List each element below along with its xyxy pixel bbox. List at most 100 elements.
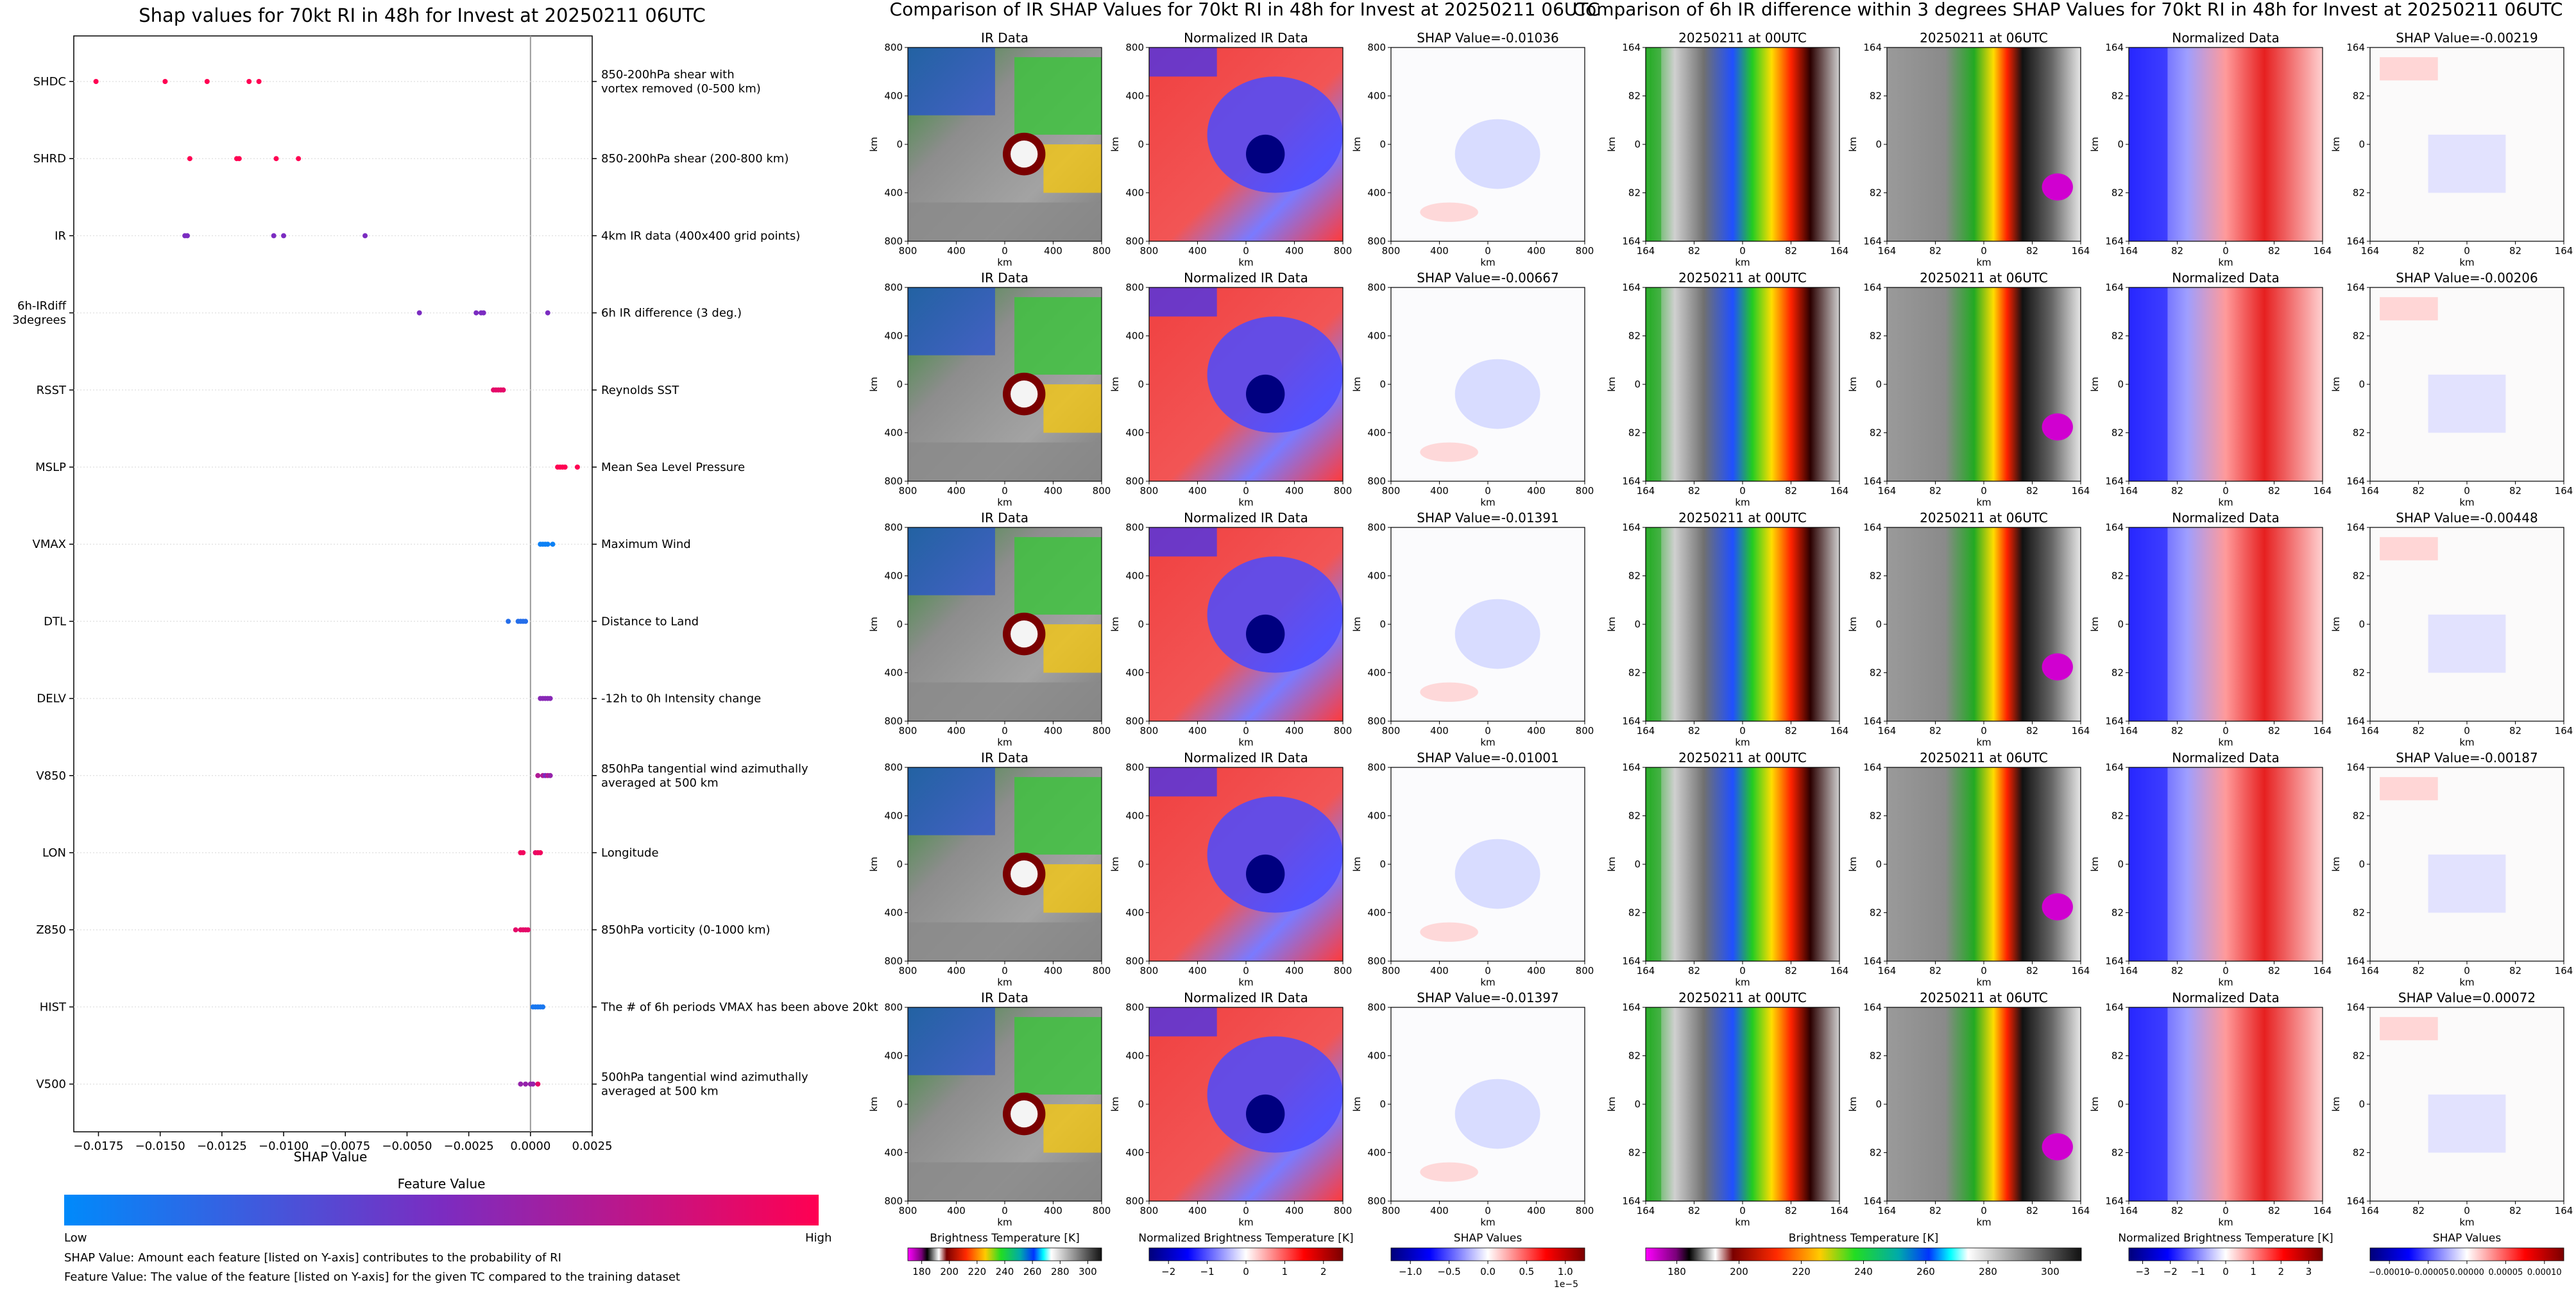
ir-green-band <box>1014 297 1102 375</box>
colorbar-tick-label: 2 <box>2278 1266 2285 1277</box>
irdiff-green-edge <box>1650 767 1662 961</box>
x-tick-label: 164 <box>2120 245 2138 257</box>
feature-name-label: V850 <box>36 769 66 783</box>
x-tick-label: 0 <box>1739 485 1746 497</box>
y-axis-unit: km <box>1847 377 1859 391</box>
x-tick-label: 800 <box>1140 965 1159 977</box>
irdiff-shap-negative <box>2428 134 2506 193</box>
irdiff-green-edge <box>1650 47 1662 241</box>
x-tick-label: 164 <box>2072 725 2090 737</box>
x-tick-label: 800 <box>1334 965 1352 977</box>
y-tick-label: 164 <box>1863 1195 1882 1207</box>
y-tick-label: 164 <box>2346 1195 2365 1207</box>
colorbar-tick-label: 0.0 <box>1480 1266 1496 1277</box>
shap-positive-region <box>1420 922 1478 942</box>
y-tick-label: 0 <box>2358 1098 2365 1110</box>
y-tick-label: 400 <box>1125 187 1144 199</box>
y-tick-label: 164 <box>1863 955 1882 967</box>
y-axis-unit: km <box>1351 617 1363 631</box>
y-tick-label: 164 <box>1863 762 1882 773</box>
subplot-title: IR Data <box>981 750 1028 765</box>
x-tick-label: 82 <box>2412 485 2425 497</box>
shap-summary-title: Shap values for 70kt RI in 48h for Inves… <box>139 4 705 26</box>
ir-cold-cloud-region <box>908 767 995 835</box>
y-tick-label: 400 <box>1367 810 1386 822</box>
x-tick-label: 0.0000 <box>510 1140 550 1153</box>
irdiff-00utc-image <box>1646 47 1839 241</box>
y-tick-label: 400 <box>884 810 903 822</box>
colorbar-tick-label: −2 <box>1161 1266 1175 1277</box>
y-tick-label: 800 <box>884 522 903 533</box>
y-tick-label: 164 <box>1863 1002 1882 1013</box>
y-tick-label: 164 <box>2346 1002 2365 1013</box>
y-tick-label: 164 <box>1863 42 1882 53</box>
ir-cold-cloud-region <box>908 287 995 355</box>
colorbar-tick-label: 1.0 <box>1558 1266 1573 1277</box>
subplot-title: Normalized Data <box>2172 750 2280 765</box>
colorbar-tick-label: 0.5 <box>1519 1266 1534 1277</box>
colorbar-label: Normalized Brightness Temperature [K] <box>1138 1232 1353 1245</box>
subplot-title: Normalized IR Data <box>1184 990 1308 1005</box>
x-tick-label: 82 <box>1785 965 1797 977</box>
feature-name-label: IR <box>55 229 66 243</box>
y-tick-label: 82 <box>1870 810 1882 822</box>
x-tick-label: 164 <box>2555 245 2573 257</box>
colorbar: Normalized Brightness Temperature [K] −3 −… <box>2118 1232 2333 1277</box>
x-axis-unit: km <box>1735 497 1750 508</box>
y-axis-unit: km <box>1606 377 1617 391</box>
y-axis-unit: km <box>1847 617 1859 631</box>
x-tick-label: 164 <box>1830 965 1849 977</box>
ir-green-band <box>1014 1017 1102 1095</box>
ir-lower-cloud <box>908 682 1102 721</box>
colorbar-gradient <box>1390 1247 1585 1261</box>
y-tick-label: 0 <box>1379 858 1386 870</box>
y-tick-label: 0 <box>2358 619 2365 630</box>
y-tick-label: 164 <box>2105 42 2124 53</box>
y-tick-label: 164 <box>1622 715 1641 727</box>
x-tick-label: 164 <box>2361 725 2380 737</box>
y-tick-label: 82 <box>2111 330 2124 342</box>
x-tick-label: 400 <box>1285 1205 1304 1216</box>
y-tick-label: 164 <box>1622 955 1641 967</box>
irdiff-comparison-colorbars: Brightness Temperature [K] 180 200 220 240 26… <box>1645 1232 2564 1277</box>
subplot-title: 20250211 at 06UTC <box>1920 510 2048 525</box>
y-tick-label: 82 <box>1870 1050 1882 1062</box>
colorbar-tick-label: 300 <box>2041 1266 2060 1277</box>
colorbar-tick-label: 220 <box>1792 1266 1811 1277</box>
y-tick-label: 0 <box>2117 619 2124 630</box>
colorbar-tick-label: −0.00010 <box>2369 1268 2410 1277</box>
storm-core-inner <box>1011 380 1038 408</box>
feature-description-label: Distance to Land <box>601 615 699 628</box>
irdiff-00utc-image <box>1646 1007 1839 1201</box>
x-tick-label: 0 <box>2222 245 2229 257</box>
x-tick-label: 0.0025 <box>572 1140 613 1153</box>
x-tick-label: 800 <box>1093 725 1111 737</box>
x-tick-label: 82 <box>2268 485 2280 497</box>
irdiff-shap-positive <box>2380 537 2438 561</box>
y-tick-label: 400 <box>1367 570 1386 582</box>
x-tick-label: 800 <box>1576 725 1594 737</box>
shap-value-title: SHAP Value=-0.00219 <box>2396 30 2538 46</box>
feature-name-label: LON <box>42 846 66 860</box>
footnote-feature-value: Feature Value: The value of the feature … <box>64 1270 680 1284</box>
shap-value-title: SHAP Value=0.00072 <box>2398 990 2536 1005</box>
x-axis-unit: km <box>1238 257 1253 268</box>
y-tick-label: 164 <box>1622 475 1641 487</box>
y-tick-label: 0 <box>2358 139 2365 150</box>
y-tick-label: 800 <box>1125 235 1144 247</box>
x-tick-label: 82 <box>1785 485 1797 497</box>
x-tick-label: 0 <box>1981 245 1987 257</box>
shap-point <box>416 310 422 316</box>
x-tick-label: 164 <box>1878 245 1897 257</box>
x-tick-label: 400 <box>1430 1205 1449 1216</box>
y-tick-label: 0 <box>1379 379 1386 390</box>
y-tick-label: 82 <box>1870 570 1882 582</box>
y-tick-label: 800 <box>884 762 903 773</box>
ir-subplot: SHAP Value=-0.01001800800400400004004008… <box>1351 750 1594 988</box>
feature-name-label: HIST <box>40 1000 67 1014</box>
shap-point <box>535 1081 541 1087</box>
y-tick-label: 800 <box>884 1195 903 1207</box>
y-tick-label: 164 <box>1622 42 1641 53</box>
x-tick-label: 164 <box>2555 1205 2573 1216</box>
x-axis-unit: km <box>997 977 1012 988</box>
